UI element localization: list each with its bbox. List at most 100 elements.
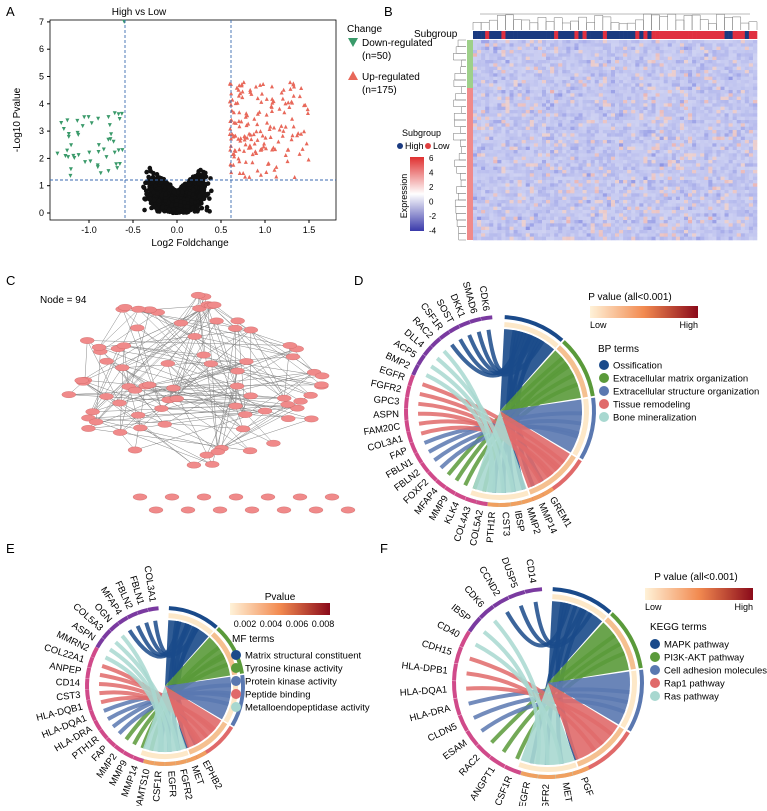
heat-cell [749, 73, 753, 77]
heat-cell [566, 77, 570, 81]
heat-cell [526, 90, 530, 94]
heat-cell [554, 110, 558, 114]
heat-cell [566, 87, 570, 91]
heat-cell [704, 43, 708, 47]
heat-cell [712, 67, 716, 71]
heat-cell [676, 117, 680, 121]
heat-cell [562, 47, 566, 51]
heat-cell [505, 53, 509, 57]
heat-cell [510, 53, 514, 57]
subgroup-cell [611, 31, 615, 39]
heat-cell [497, 60, 501, 64]
heat-cell [485, 137, 489, 141]
heat-cell [668, 77, 672, 81]
heat-cell [595, 127, 599, 131]
heat-cell [627, 40, 631, 44]
heat-cell [729, 40, 733, 44]
heat-cell [477, 53, 481, 57]
heat-cell [733, 87, 737, 91]
down-point [87, 151, 91, 155]
heat-cell [510, 70, 514, 74]
subgroup-cell [656, 31, 660, 39]
heat-cell [489, 110, 493, 114]
up-point [306, 111, 310, 115]
ns-point [167, 187, 172, 192]
heat-cell [583, 110, 587, 114]
heat-cell [558, 123, 562, 127]
heat-cell [737, 110, 741, 114]
heat-cell [712, 63, 716, 67]
heat-cell [522, 80, 526, 84]
heat-cell [676, 127, 680, 131]
heat-cell [725, 43, 729, 47]
subgroup-cell [493, 31, 497, 39]
heat-cell [647, 83, 651, 87]
heat-cell [708, 107, 712, 111]
heat-cell [668, 40, 672, 44]
heat-cell [696, 63, 700, 67]
heat-cell [583, 43, 587, 47]
heat-cell [737, 127, 741, 131]
heat-cell [497, 110, 501, 114]
heat-cell [660, 87, 664, 91]
y-tick-label: 7 [39, 17, 44, 27]
down-point [115, 166, 119, 170]
heat-cell [485, 57, 489, 61]
heat-cell [627, 120, 631, 124]
heat-cell [684, 97, 688, 101]
heat-cell [672, 110, 676, 114]
heat-cell [725, 133, 729, 137]
heat-cell [546, 40, 550, 44]
heat-cell [603, 107, 607, 111]
heat-cell [623, 80, 627, 84]
heat-cell [607, 83, 611, 87]
heat-cell [696, 93, 700, 97]
heat-cell [660, 127, 664, 131]
heat-cell [489, 63, 493, 67]
heat-cell [623, 57, 627, 61]
heat-cell [737, 67, 741, 71]
heat-cell [729, 130, 733, 134]
heat-cell [639, 120, 643, 124]
heat-cell [619, 47, 623, 51]
heat-cell [497, 57, 501, 61]
heat-cell [501, 110, 505, 114]
heat-cell [635, 57, 639, 61]
heat-cell [753, 117, 757, 121]
heat-cell [692, 103, 696, 107]
subgroup-cell [514, 31, 518, 39]
heat-cell [680, 110, 684, 114]
heat-cell [639, 57, 643, 61]
heat-cell [603, 40, 607, 44]
heat-cell [716, 53, 720, 57]
heat-cell [607, 67, 611, 71]
heat-cell [599, 100, 603, 104]
heat-cell [652, 53, 656, 57]
heat-cell [716, 73, 720, 77]
subgroup-cell [700, 31, 704, 39]
heat-cell [704, 40, 708, 44]
up-point [253, 141, 257, 145]
heat-cell [518, 70, 522, 74]
heat-cell [591, 87, 595, 91]
heat-cell [526, 137, 530, 141]
heat-cell [607, 57, 611, 61]
heat-cell [570, 77, 574, 81]
heat-cell [741, 103, 745, 107]
heat-cell [591, 57, 595, 61]
heat-cell [570, 40, 574, 44]
heat-cell [688, 60, 692, 64]
heat-cell [566, 73, 570, 77]
heat-cell [623, 110, 627, 114]
heat-cell [550, 113, 554, 117]
down-point [65, 118, 69, 122]
heat-cell [562, 130, 566, 134]
down-marker-icon [348, 38, 358, 47]
heat-cell [712, 107, 716, 111]
heat-cell [554, 127, 558, 131]
heat-cell [716, 103, 720, 107]
heat-cell [489, 43, 493, 47]
heat-cell [599, 130, 603, 134]
heat-cell [473, 123, 477, 127]
heat-cell [562, 77, 566, 81]
